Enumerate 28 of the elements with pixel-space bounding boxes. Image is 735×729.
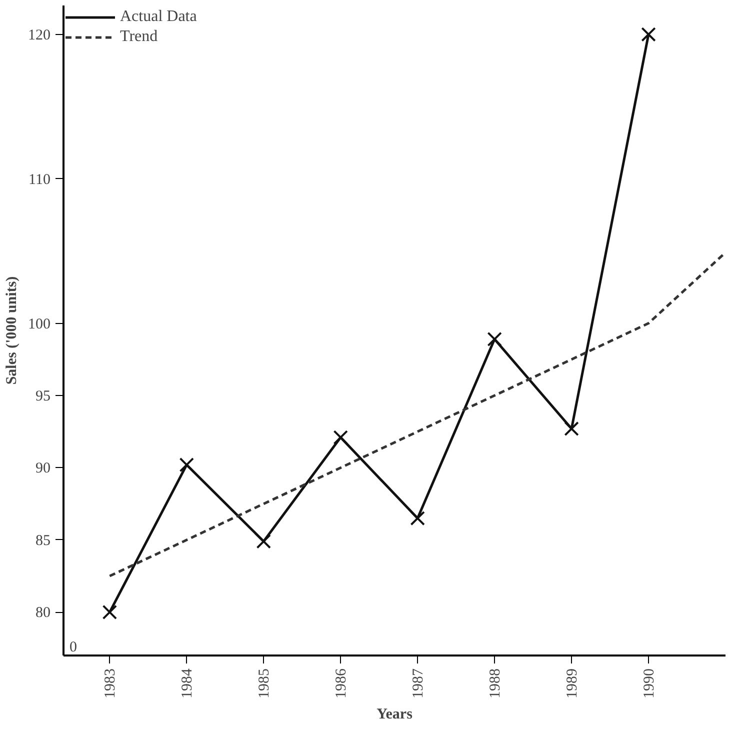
point [410, 510, 425, 526]
y-tick-label: 120 [28, 27, 50, 44]
y-tick-label: 100 [28, 316, 50, 332]
x-tick-label: 1984 [180, 668, 196, 698]
legend-label: Actual Data [120, 8, 197, 26]
point [256, 534, 272, 549]
x-tick-label: 1989 [564, 668, 581, 698]
x-tick-label: 1986 [334, 668, 350, 698]
legend-label: Trend [120, 28, 158, 46]
point [333, 430, 348, 445]
y-tick-label: 110 [28, 172, 51, 188]
y-axis-title: Sales ('000 units) [4, 276, 20, 385]
point [641, 27, 656, 42]
point [102, 604, 118, 620]
y-tick-label: 85 [36, 532, 50, 549]
x-tick-label: 1988 [488, 668, 504, 698]
point [564, 421, 579, 436]
y-tick-label: 80 [36, 605, 50, 622]
point [487, 332, 502, 347]
annotation: 0 [70, 640, 77, 656]
x-tick-label: 1983 [102, 668, 119, 698]
x-tick-label: 1985 [256, 668, 273, 698]
x-tick-label: 1990 [642, 668, 658, 698]
y-tick-label: 90 [36, 460, 50, 477]
x-tick-label: 1987 [410, 668, 427, 698]
y-tick-label: 95 [36, 388, 50, 404]
point [179, 457, 194, 472]
x-axis-title: Years [376, 706, 413, 722]
